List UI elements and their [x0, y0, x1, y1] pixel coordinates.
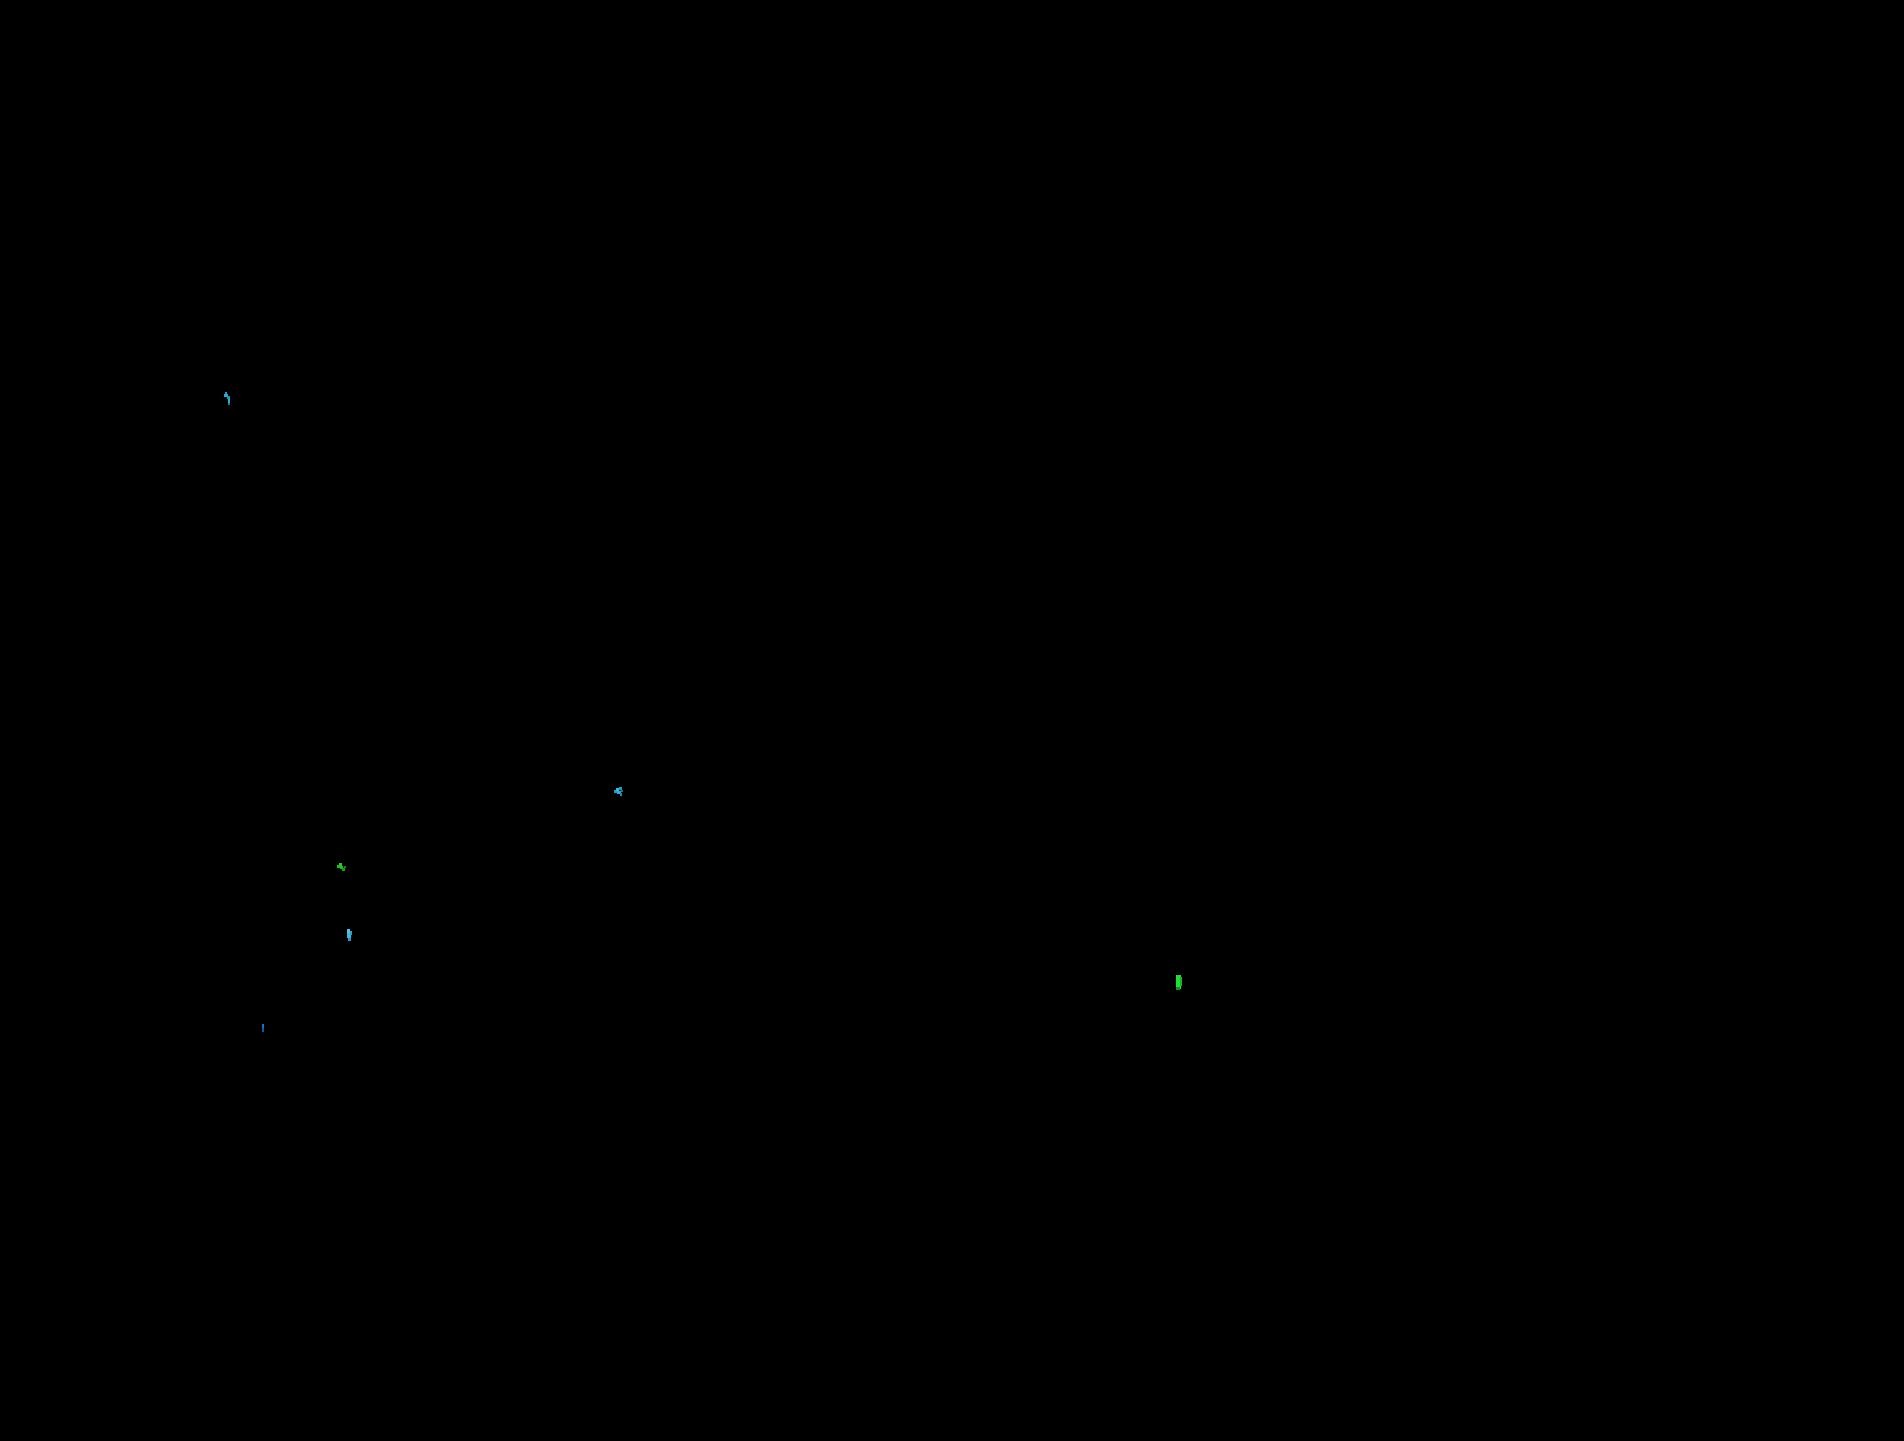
pixel	[1176, 987, 1180, 990]
pixel	[347, 929, 350, 933]
pixel	[617, 791, 621, 794]
pixel	[337, 865, 340, 868]
pixel	[616, 788, 619, 791]
pixel	[621, 790, 623, 792]
cyan-pixel-cluster-upper-left	[224, 392, 231, 405]
pixel	[348, 938, 351, 941]
pixel	[1176, 975, 1181, 989]
blue-pixel-dot-bottom-left	[262, 1024, 265, 1032]
pixel	[262, 1028, 264, 1032]
pixel	[340, 866, 343, 869]
pixel	[347, 933, 351, 938]
pixel	[344, 866, 346, 868]
pixel	[342, 868, 345, 871]
pixel	[227, 396, 230, 399]
green-pixel-cluster-mid-left	[337, 863, 346, 872]
pixel	[614, 790, 617, 793]
pixel	[619, 787, 622, 790]
cyan-pixel-cluster-lower-left	[347, 929, 354, 941]
pixel	[1180, 977, 1182, 986]
pixel	[224, 394, 228, 397]
pixel	[225, 392, 227, 394]
pixel	[262, 1024, 264, 1028]
green-pixel-cluster-right	[1176, 975, 1182, 990]
pixel	[620, 793, 622, 796]
cyan-pixel-cluster-center	[614, 787, 623, 796]
pixel	[228, 399, 230, 403]
pixel	[350, 931, 352, 935]
pixel	[339, 863, 342, 866]
pixel	[228, 403, 230, 405]
